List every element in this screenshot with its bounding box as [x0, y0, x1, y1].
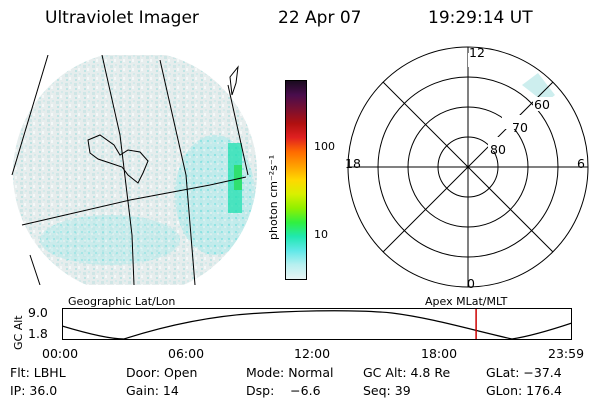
colorbar: [285, 80, 307, 280]
sequence-status: Seq: 39: [363, 383, 411, 398]
mode-status: Mode: Normal: [246, 365, 334, 380]
colorbar-gradient: [285, 80, 307, 280]
filter-status: Flt: LBHL: [10, 365, 66, 380]
time-tick-0000: 00:00: [42, 346, 79, 361]
date-label: 22 Apr 07: [278, 8, 362, 28]
colorbar-unit-label: photon cm⁻²s⁻¹: [267, 154, 280, 240]
apex-panel-label: Apex MLat/MLT: [425, 295, 508, 308]
time-label: 19:29:14 UT: [428, 8, 533, 28]
gain-status: Gain: 14: [126, 383, 179, 398]
mlat-label-70: 70: [512, 120, 528, 135]
geographic-map-image: [11, 55, 257, 285]
graticule-lines: [11, 55, 249, 285]
mlat-label-60: 60: [534, 97, 550, 112]
time-tick-0600: 06:00: [168, 346, 205, 361]
altitude-axis-label: GC Alt: [12, 315, 25, 350]
colorbar-tick-100: 100: [314, 140, 335, 153]
altitude-tick-9: 9.0: [28, 305, 48, 320]
altitude-strip-plot: [62, 308, 572, 340]
app-title: Ultraviolet Imager: [45, 8, 199, 28]
mlat-label-80: 80: [490, 142, 506, 157]
ip-status: IP: 36.0: [10, 383, 58, 398]
geographic-longitude-status: GLon: 176.4: [486, 383, 562, 398]
altitude-curve: [62, 310, 572, 340]
mlt-label-0: 0: [467, 276, 475, 291]
geographic-latitude-status: GLat: −37.4: [486, 365, 562, 380]
time-tick-1800: 18:00: [421, 346, 458, 361]
dsp-status: Dsp: −6.6: [246, 383, 321, 398]
mlt-label-18: 18: [345, 156, 361, 171]
mlt-label-12: 12: [469, 45, 485, 60]
polar-mlt-plot: [347, 46, 589, 288]
uv-emission-disk: [13, 55, 257, 285]
gc-altitude-status: GC Alt: 4.8 Re: [363, 365, 451, 380]
coastline: [87, 134, 149, 184]
geographic-panel-label: Geographic Lat/Lon: [68, 295, 176, 308]
door-status: Door: Open: [126, 365, 198, 380]
colorbar-tick-10: 10: [314, 228, 328, 241]
time-tick-1200: 12:00: [294, 346, 331, 361]
time-tick-2359: 23:59: [548, 346, 585, 361]
altitude-tick-1-8: 1.8: [28, 326, 48, 341]
mlt-label-6: 6: [577, 156, 585, 171]
